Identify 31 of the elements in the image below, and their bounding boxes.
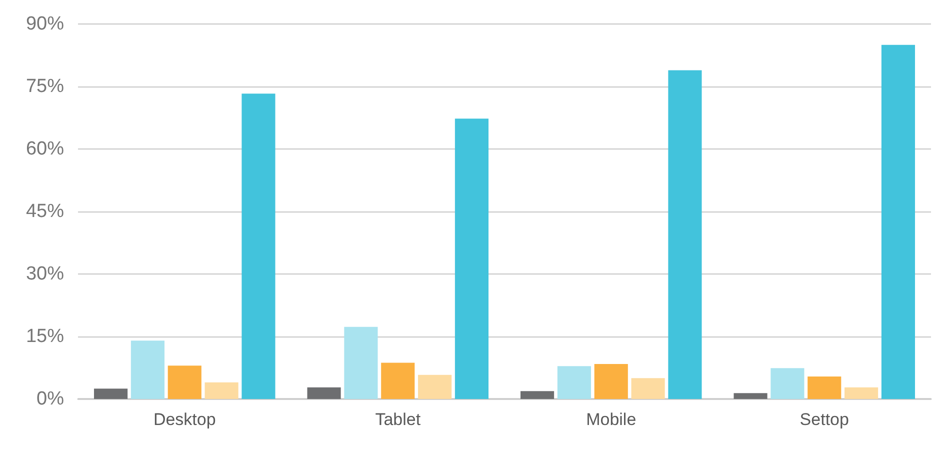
y-tick-label: 30% xyxy=(26,264,64,284)
bar xyxy=(204,382,238,399)
bar xyxy=(557,366,591,399)
x-tick-label: Tablet xyxy=(375,410,421,429)
bar xyxy=(668,70,702,399)
x-tick-label: Settop xyxy=(800,410,849,429)
x-tick-label: Desktop xyxy=(153,410,216,429)
bar xyxy=(844,387,878,399)
y-tick-label: 0% xyxy=(36,388,64,410)
bar xyxy=(770,368,804,399)
bar xyxy=(381,362,415,399)
bar xyxy=(594,364,628,399)
y-tick-label: 60% xyxy=(26,138,64,160)
bar xyxy=(454,118,489,399)
y-tick-label: 15% xyxy=(26,326,64,347)
y-tick-label: 75% xyxy=(26,76,64,97)
bar xyxy=(94,388,128,399)
bar xyxy=(168,366,202,399)
x-tick-label: Mobile xyxy=(586,410,636,429)
bar xyxy=(130,340,164,399)
bar xyxy=(344,326,378,399)
bar xyxy=(520,391,554,399)
bar xyxy=(418,374,452,399)
bar xyxy=(881,44,916,399)
y-tick-label: 45% xyxy=(26,201,64,222)
bar xyxy=(734,393,768,399)
bar xyxy=(808,376,842,399)
bar xyxy=(242,94,276,399)
bar xyxy=(631,378,665,399)
bar xyxy=(307,387,341,399)
y-tick-label: 90% xyxy=(26,14,64,34)
